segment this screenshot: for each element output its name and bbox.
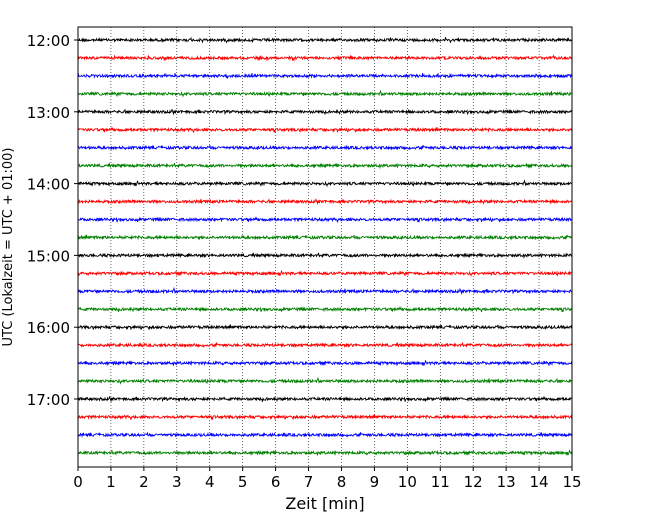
x-tick-label: 2 <box>139 473 149 491</box>
seismogram-trace <box>77 324 573 331</box>
x-tick-label: 0 <box>73 473 83 491</box>
seismogram-trace <box>77 341 573 349</box>
x-tick-label: 9 <box>370 473 380 491</box>
seismogram-trace <box>77 108 573 116</box>
seismogram-trace <box>77 126 573 133</box>
x-axis-ticks: 0 1 2 3 4 5 6 7 8 9 10 11 12 13 14 15 <box>73 467 582 491</box>
y-tick-label: 12:00 <box>27 32 70 50</box>
y-tick-label: 14:00 <box>27 176 70 194</box>
seismogram-traces <box>77 36 573 457</box>
plot-frame <box>77 26 573 468</box>
x-tick-label: 10 <box>398 473 417 491</box>
seismogram-trace <box>77 89 573 98</box>
seismogram-trace <box>77 144 573 151</box>
x-tick-label: 12 <box>464 473 483 491</box>
seismogram-trace <box>77 252 573 259</box>
seismogram-trace <box>77 72 573 79</box>
grid-lines <box>110 27 540 467</box>
y-axis-label: UTC (Lokalzeit = UTC + 01:00) <box>1 148 16 347</box>
seismogram-trace <box>77 162 573 170</box>
y-tick-label: 13:00 <box>27 104 70 122</box>
x-tick-label: 4 <box>205 473 215 491</box>
x-tick-label: 15 <box>562 473 581 491</box>
x-tick-label: 1 <box>106 473 116 491</box>
seismogram-trace <box>77 287 573 295</box>
y-axis-ticks: 12:00 13:00 14:00 15:00 16:00 17:00 <box>27 32 78 409</box>
seismogram-trace <box>77 414 573 421</box>
x-axis-label: Zeit [min] <box>285 494 364 513</box>
seismogram-trace <box>77 449 573 457</box>
seismogram-trace <box>77 360 573 367</box>
x-tick-label: 7 <box>304 473 314 491</box>
seismogram-trace <box>77 376 573 385</box>
seismogram-trace <box>77 395 573 403</box>
x-tick-label: 14 <box>530 473 549 491</box>
y-tick-label: 16:00 <box>27 319 70 337</box>
x-tick-label: 3 <box>172 473 182 491</box>
seismogram-trace <box>77 431 573 438</box>
seismogram-trace <box>77 270 573 278</box>
seismogram-trace <box>77 179 573 188</box>
x-tick-label: 11 <box>431 473 450 491</box>
seismogram-trace <box>77 216 573 223</box>
y-tick-label: 17:00 <box>27 391 70 409</box>
seismogram-trace <box>77 54 573 62</box>
x-tick-label: 6 <box>271 473 281 491</box>
seismogram-trace <box>77 198 573 206</box>
seismogram-trace <box>77 36 573 44</box>
x-tick-label: 5 <box>238 473 248 491</box>
y-tick-label: 15:00 <box>27 247 70 265</box>
seismogram-trace <box>77 234 573 241</box>
seismogram-trace <box>77 305 573 313</box>
x-tick-label: 8 <box>337 473 347 491</box>
x-tick-label: 13 <box>497 473 516 491</box>
plot-area <box>78 27 572 467</box>
